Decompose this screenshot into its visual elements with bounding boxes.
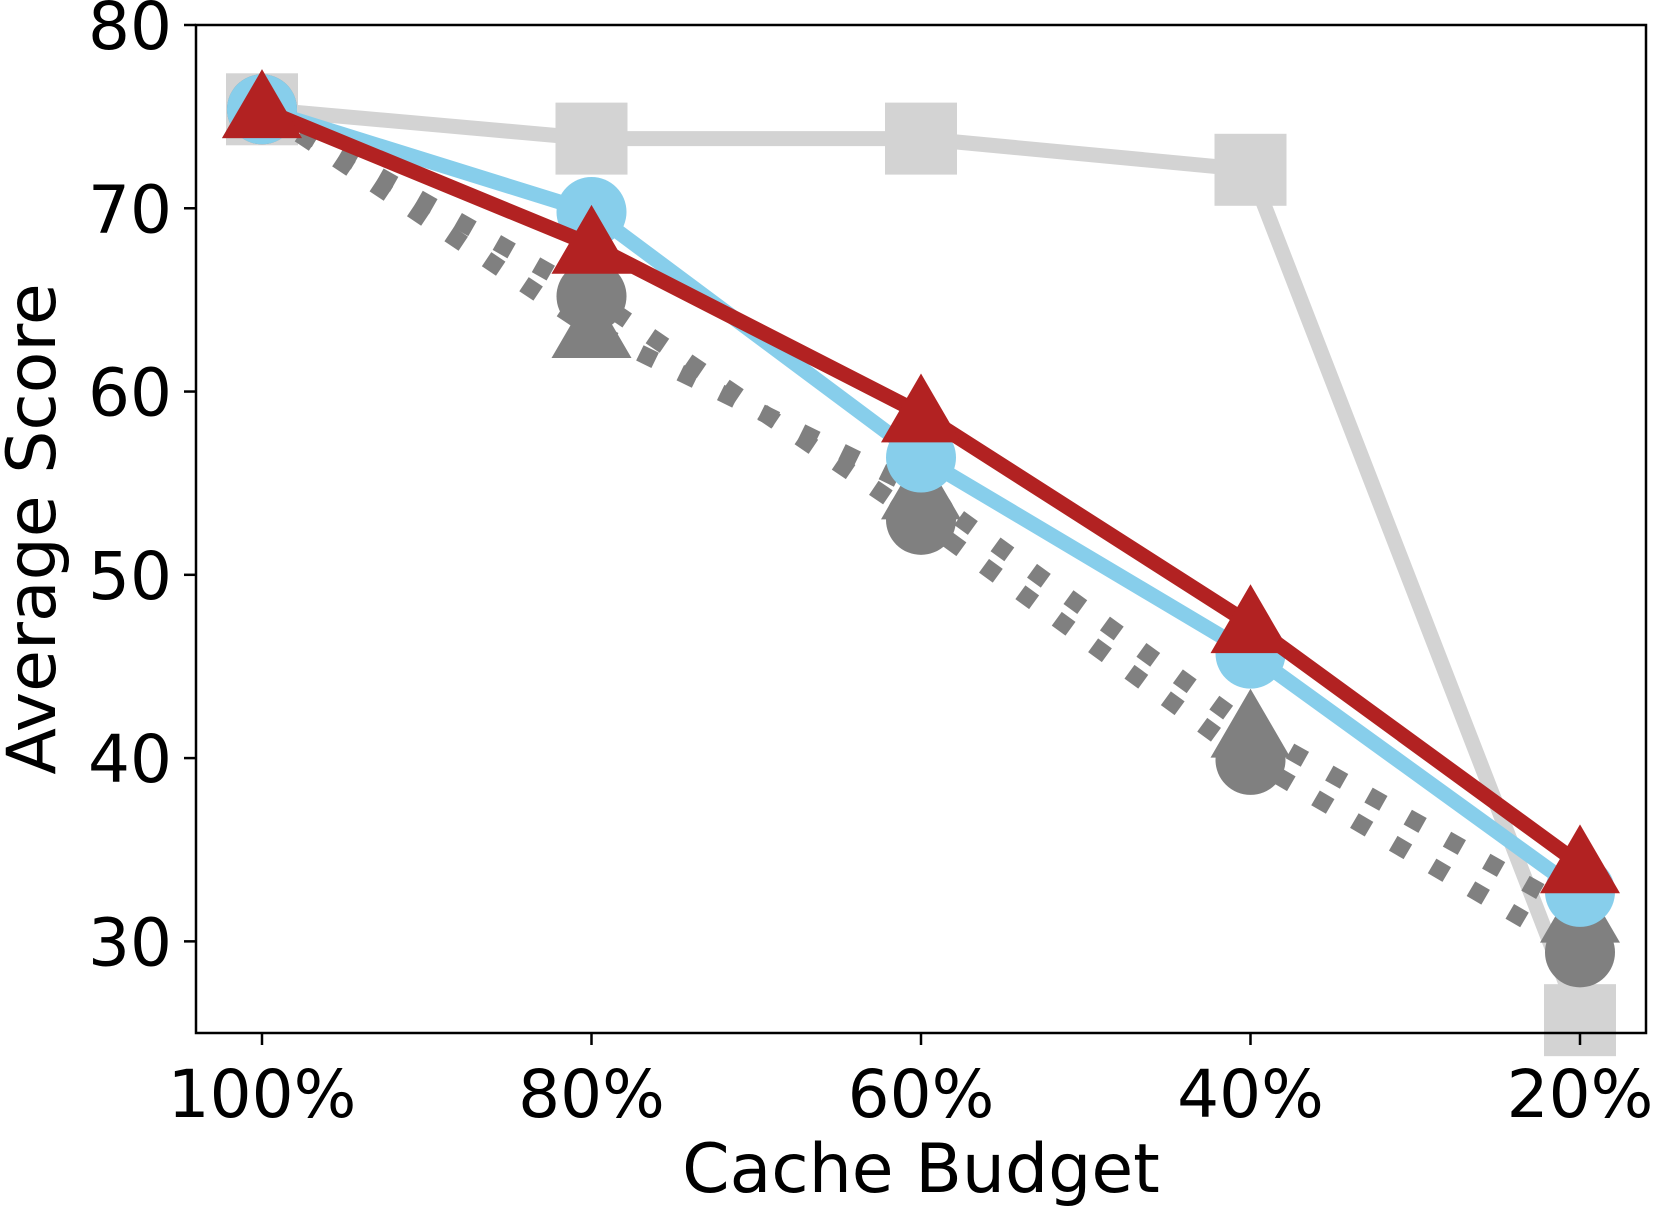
y-tick-label: 80 — [88, 0, 172, 65]
y-tick-label: 50 — [88, 538, 172, 615]
series-group — [226, 73, 1616, 1057]
x-tick-label: 60% — [848, 1056, 995, 1133]
series-group — [227, 74, 1615, 988]
y-tick-label: 40 — [88, 721, 172, 798]
data-point — [885, 102, 957, 175]
data-point — [886, 484, 956, 555]
axes-layer: 100% 80% 60% 40% 20% 30 40 50 60 70 80 — [88, 0, 1653, 1133]
data-point — [1545, 917, 1615, 988]
data-point — [1540, 824, 1620, 894]
y-tick-label: 70 — [88, 171, 172, 248]
data-point — [1544, 984, 1616, 1057]
data-point — [1215, 724, 1286, 795]
data-point — [551, 204, 632, 274]
data-point — [1210, 584, 1291, 654]
data-point — [556, 261, 627, 332]
y-tick-label: 60 — [88, 355, 172, 432]
series-group — [222, 69, 1620, 894]
x-tick-label: 40% — [1177, 1056, 1324, 1133]
data-point — [222, 69, 302, 139]
y-tick-label: 30 — [88, 904, 172, 981]
x-tick-label: 80% — [518, 1056, 665, 1133]
x-axis-title: Cache Budget — [682, 1130, 1160, 1207]
data-point — [1214, 133, 1287, 206]
series-layer — [222, 69, 1620, 1057]
data-point — [881, 373, 961, 443]
y-axis-title: Average Score — [0, 283, 72, 774]
data-point — [555, 102, 628, 175]
x-tick-label: 20% — [1507, 1056, 1654, 1133]
x-tick-label: 100% — [168, 1056, 357, 1133]
